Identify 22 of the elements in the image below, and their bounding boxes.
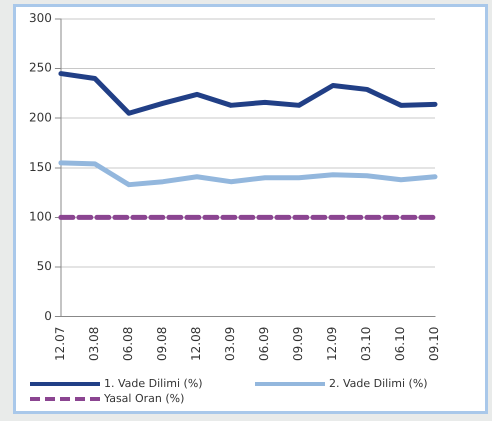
x-tick-label: 06.09 <box>257 326 272 362</box>
y-tick-label: 0 <box>44 308 52 323</box>
y-tick-label: 300 <box>29 11 52 26</box>
x-tick-label: 12.08 <box>189 326 204 362</box>
x-tick-label: 03.08 <box>87 326 102 362</box>
x-tick-label: 06.08 <box>121 326 136 362</box>
x-tick-label: 12.07 <box>53 326 68 362</box>
legend-label: 2. Vade Dilimi (%) <box>329 377 428 390</box>
y-tick-label: 50 <box>36 259 52 274</box>
x-tick-label: 06.10 <box>393 326 408 362</box>
legend-label: 1. Vade Dilimi (%) <box>104 377 203 390</box>
x-tick-label: 12.09 <box>325 326 340 362</box>
y-tick-label: 150 <box>29 160 52 174</box>
x-tick-label: 03.10 <box>359 326 374 362</box>
x-tick-label: 09.09 <box>291 326 306 362</box>
x-tick-label: 09.10 <box>427 326 442 362</box>
y-tick-label: 200 <box>29 110 52 124</box>
y-tick-label: 250 <box>29 60 52 75</box>
y-tick-label: 100 <box>29 210 52 224</box>
x-tick-label: 09.08 <box>155 326 170 362</box>
legend-label: Yasal Oran (%) <box>104 392 184 405</box>
x-tick-label: 03.09 <box>223 326 238 362</box>
